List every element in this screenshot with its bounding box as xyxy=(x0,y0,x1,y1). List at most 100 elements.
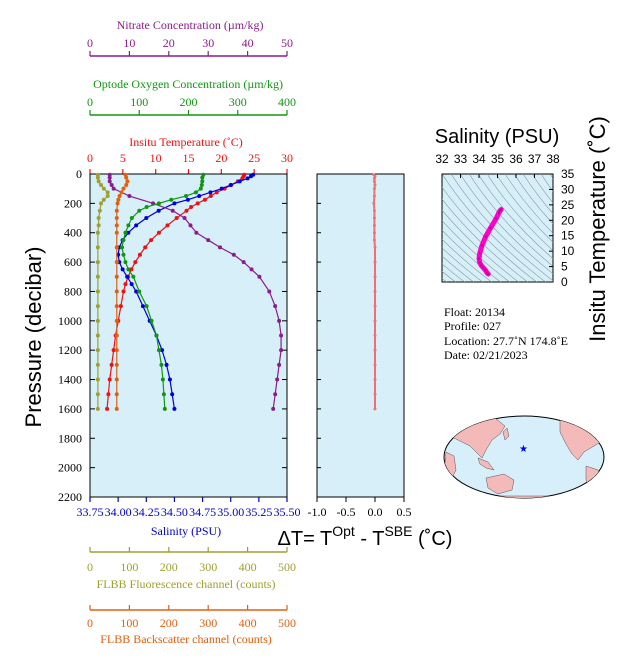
delta-t-point xyxy=(373,348,377,352)
backscatter-point xyxy=(114,362,119,367)
salinity-point xyxy=(172,201,177,206)
temperature-point xyxy=(123,282,128,287)
oxygen-point xyxy=(162,406,167,411)
delta-t-point xyxy=(372,194,376,198)
nitrate-point xyxy=(194,230,199,235)
nitrate-point xyxy=(277,318,282,323)
backscatter-tick-label: 200 xyxy=(160,616,178,630)
temperature-point xyxy=(189,205,194,210)
ts-temperature-tick-label: 35 xyxy=(561,167,575,181)
oxygen-point xyxy=(123,260,128,265)
fluorescence-point xyxy=(99,183,104,188)
ts-density-contour xyxy=(477,174,553,260)
backscatter-point xyxy=(114,274,119,279)
oxygen-point xyxy=(120,245,125,250)
float-position-marker: ★ xyxy=(519,444,528,455)
ts-point xyxy=(500,208,503,211)
temperature-point xyxy=(214,190,219,195)
temperature-axis: Insitu Temperature (˚C) 0 5 10 15 20 25 30 xyxy=(87,135,293,174)
delta-t-point xyxy=(373,363,377,367)
temperature-tick-label: 30 xyxy=(281,151,293,165)
salinity-point xyxy=(185,197,190,202)
ts-y-axis-label: Insitu Temperature (˚C) xyxy=(585,116,610,342)
salinity-tick-label: 35.50 xyxy=(274,505,301,519)
ts-density-contour xyxy=(486,174,553,252)
delta-t-label-sup1: Opt xyxy=(332,523,355,539)
fluorescence-axis-ticks: 0 100 200 300 400 500 xyxy=(87,547,296,574)
oxygen-axis: Optode Oxygen Concentration (µm/kg) 0 100… xyxy=(87,77,296,116)
salinity-point xyxy=(245,176,250,181)
oxygen-point xyxy=(131,274,136,279)
temperature-point xyxy=(202,197,207,202)
oxygen-point xyxy=(160,377,165,382)
nitrate-point xyxy=(273,304,278,309)
map-land-southeast-asia xyxy=(477,457,495,471)
nitrate-tick-label: 20 xyxy=(163,36,175,50)
fluorescence-tick-label: 0 xyxy=(87,560,93,574)
salinity-point xyxy=(134,289,139,294)
salinity-point xyxy=(134,223,139,228)
backscatter-point xyxy=(114,223,119,228)
pressure-axis-ticks: 0 200 400 600 800 1000 1200 1400 1600 1800 2000 220… xyxy=(58,167,287,504)
oxygen-point xyxy=(137,208,142,213)
float-location: Location: 27.7˚N 174.8˚E xyxy=(444,334,568,348)
fluorescence-tick-label: 100 xyxy=(120,560,138,574)
fluorescence-point xyxy=(101,186,106,191)
ts-point xyxy=(494,217,498,220)
delta-t-point xyxy=(372,187,376,191)
salinity-point xyxy=(170,392,175,397)
fluorescence-point xyxy=(95,392,100,397)
salinity-point xyxy=(228,183,233,188)
nitrate-point xyxy=(257,274,262,279)
ts-salinity-tick-label: 35 xyxy=(491,152,505,166)
oxygen-tick-label: 100 xyxy=(130,95,148,109)
delta-t-point xyxy=(372,223,376,227)
oxygen-tick-label: 400 xyxy=(278,95,296,109)
main-series-group xyxy=(95,172,284,411)
backscatter-point xyxy=(124,183,129,188)
nitrate-point xyxy=(271,406,276,411)
delta-t-point xyxy=(373,334,377,337)
oxygen-point xyxy=(144,304,149,309)
backscatter-point xyxy=(115,201,120,206)
ts-salinity-tick-label: 37 xyxy=(528,152,542,166)
temperature-tick-label: 10 xyxy=(150,151,162,165)
salinity-tick-label: 35.00 xyxy=(217,505,244,519)
backscatter-point xyxy=(114,289,119,294)
delta-t-point xyxy=(372,216,376,220)
ts-density-contour xyxy=(442,238,493,282)
backscatter-point xyxy=(114,260,119,265)
temperature-point xyxy=(143,245,148,250)
fluorescence-point xyxy=(95,377,100,382)
fluorescence-point xyxy=(95,289,100,294)
delta-t-tick-label: 0.5 xyxy=(397,505,412,519)
pressure-tick-label: 1200 xyxy=(58,343,82,357)
pressure-tick-label: 800 xyxy=(64,284,82,298)
temperature-tick-label: 20 xyxy=(215,151,227,165)
backscatter-point xyxy=(114,333,119,338)
fluorescence-tick-label: 200 xyxy=(160,560,178,574)
oxygen-point xyxy=(149,318,154,323)
nitrate-axis-ticks: 0 10 20 30 40 50 xyxy=(87,36,293,56)
pressure-tick-label: 2200 xyxy=(58,490,82,504)
oxygen-point xyxy=(123,230,128,235)
salinity-point xyxy=(129,282,134,287)
ts-temperature-tick-label: 5 xyxy=(561,260,568,274)
temperature-point xyxy=(133,260,138,265)
fluorescence-point xyxy=(95,333,100,338)
delta-t-point xyxy=(372,231,376,235)
oxygen-point xyxy=(200,175,205,180)
ts-density-contour xyxy=(513,174,553,225)
ts-point xyxy=(484,235,487,238)
oxygen-point xyxy=(154,333,159,338)
nitrate-point xyxy=(241,260,246,265)
pressure-tick-label: 2000 xyxy=(58,461,82,475)
delta-t-point xyxy=(372,201,376,205)
backscatter-tick-label: 0 xyxy=(87,616,93,630)
ts-density-contour xyxy=(442,263,466,282)
fluorescence-point xyxy=(105,194,110,199)
fluorescence-point xyxy=(95,260,100,265)
ts-salinity-tick-label: 34 xyxy=(472,152,486,166)
salinity-tick-label: 34.50 xyxy=(161,505,188,519)
nitrate-tick-label: 0 xyxy=(87,36,93,50)
